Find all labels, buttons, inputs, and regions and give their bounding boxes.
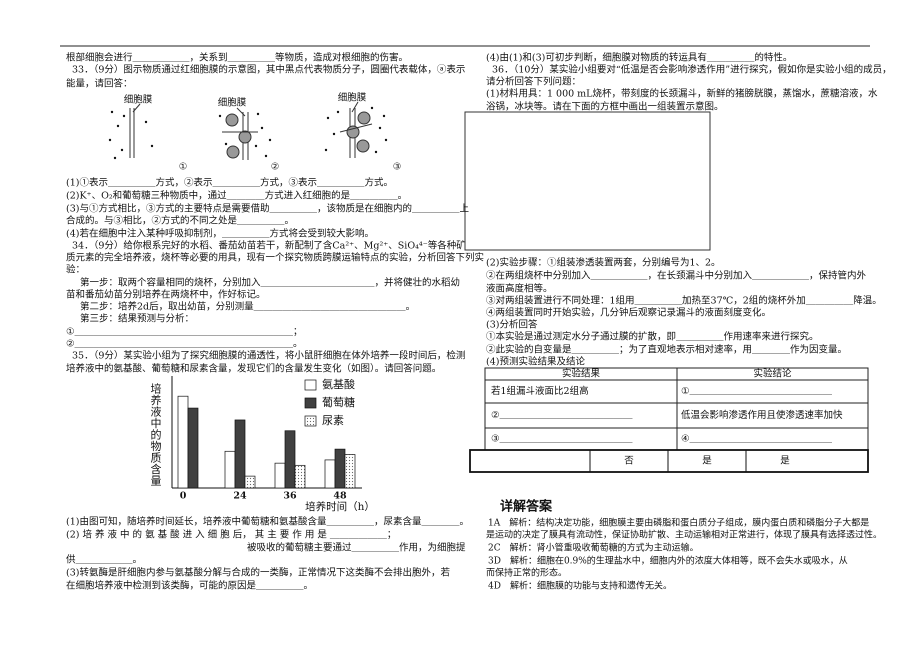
text-line: 合成的。与③相比，②方式的不同之处是＿＿＿＿＿。 <box>66 215 294 227</box>
text-line: ④两组装置同时开始实验，几分钟后观察记录漏斗的液面刻度变化。 <box>486 307 771 319</box>
bar <box>244 475 256 489</box>
molecule-dots <box>108 106 388 160</box>
answer-line: 是运动的决定了膜具有流动性，保证协助扩散、主动运输相对正常进行，体现了膜具有选择… <box>486 529 882 541</box>
text-line: ①本实验是通过测定水分子通过膜的扩散，即＿＿＿＿＿作用速率来进行探究。 <box>486 331 819 343</box>
drawing-box <box>464 111 711 251</box>
answers-title: 详解答案 <box>500 499 553 515</box>
table-cell: ③＿＿＿＿＿＿＿＿＿＿＿＿＿＿ <box>491 434 633 445</box>
text-line: 33．（9分）图示物质通过红细胞膜的示意图，其中黑点代表物质分子，圆圈代表载体，… <box>72 64 465 76</box>
figure-label: ② <box>271 162 280 173</box>
text-line: ①＿＿＿＿＿＿＿＿＿＿＿＿＿＿＿＿＿＿＿＿＿＿＿； <box>66 327 303 338</box>
bar <box>324 459 336 489</box>
figure-label: 细胞膜 <box>218 97 247 109</box>
bar <box>224 450 236 489</box>
text-line: (4)若在细胞中注入某种呼吸抑制剂，＿＿＿＿＿方式将会受到较大影响。 <box>66 228 374 240</box>
figure-label: ③ <box>393 162 402 173</box>
text-line: 质元素的完全培养液，烧杯等必要的用具，现有一个探究物质跨膜运输特点的实验，分析回… <box>66 252 484 264</box>
text-line: 第三步：结果预测与分析： <box>80 313 194 325</box>
bar <box>234 419 246 489</box>
answer-line: 4D 解析：细胞膜的功能与支持和遗传无关。 <box>488 580 672 592</box>
table-cell: ④＿＿＿＿＿＿＿＿＿＿＿＿＿＿＿ <box>681 434 833 445</box>
bar <box>187 407 199 489</box>
text-line: (2)K⁺、O₂和葡萄糖三种物质中，通过＿＿＿＿方式进入红细胞的是＿＿＿＿＿。 <box>66 190 407 202</box>
text-line: (3)转氨酶是肝细胞内参与氨基酸分解与合成的一类酶，正常情况下这类酶不会排出胞外… <box>66 567 450 579</box>
table-cell: ①＿＿＿＿＿＿＿＿＿＿＿＿＿＿＿ <box>681 386 833 397</box>
text-line: (4)由(1)和(3)可初步判断，细胞膜对物质的转运具有＿＿＿＿＿的特性。 <box>486 52 792 64</box>
x-tick-label: 48 <box>333 491 347 502</box>
text-line: 苗和番茄幼苗分别培养在两烧杯中，作好标记。 <box>66 289 266 301</box>
answer-line: 3D 解析：细胞在0.9%的生理盐水中，细胞内外的浓度大体相等，既不会失水或吸水… <box>488 555 848 567</box>
text-line: (4)预测实验结果及结论 <box>486 356 585 368</box>
x-tick-label: 24 <box>233 491 247 502</box>
text-line: (2)实验步骤：①组装渗透装置两套，分别编号为1、2。 <box>486 257 721 269</box>
text-line: (1)①表示＿＿＿＿＿方式，②表示＿＿＿＿＿方式，③表示＿＿＿＿＿方式。 <box>66 177 393 189</box>
legend-swatch <box>304 397 317 409</box>
x-tick-label: 36 <box>283 491 297 502</box>
text-line: ③对两组装置进行不同处理：1组用＿＿＿＿＿加热至37℃，2组的烧杯外加＿＿＿＿＿… <box>486 295 882 307</box>
text-line: 请分析回答下列问题： <box>486 76 581 88</box>
table-cell: 若1组漏斗液面比2组高 <box>491 385 589 397</box>
table-header: 实验结论 <box>753 368 792 380</box>
answer-line: 而保持正常的形态。 <box>486 567 567 579</box>
text-line: 根部细胞会进行＿＿＿＿＿＿，关系到＿＿＿＿＿等物质，造成对根细胞的伤害。 <box>66 52 408 64</box>
text-line: (3)与①方式相比，③方式的主要特点是需要借助＿＿＿＿＿，该物质是在细胞内的＿＿… <box>66 203 469 215</box>
text-line: (2) 培 养 液 中 的 氨 基 酸 进 入 细 胞 后， 其 主 要 作 用… <box>66 529 396 541</box>
text-line: 浴锅，冰块等。请在下面的方框中画出一组装置示意图。 <box>486 101 724 113</box>
bar <box>284 430 296 489</box>
membrane-diagram <box>129 101 373 160</box>
legend-label: 葡萄糖 <box>322 395 355 409</box>
figure-label: 细胞膜 <box>338 92 367 104</box>
text-line: (1)材料用具：1 000 mL烧杯，带刻度的长颈漏斗，新鲜的猪膀胱膜，蒸馏水，… <box>486 88 878 100</box>
answer-line: 1A 解析：结构决定功能，细胞膜主要由磷脂和蛋白质分子组成，膜内蛋白质和磷脂分子… <box>488 517 869 529</box>
text-line: 在细胞培养液中检测到该类酶，可能的原因是＿＿＿＿＿。 <box>66 580 313 592</box>
legend-label: 氨基酸 <box>322 377 355 391</box>
bar <box>177 395 189 489</box>
figure-label: 细胞膜 <box>124 94 153 106</box>
table-header: 实验结果 <box>562 368 601 380</box>
legend-swatch <box>304 379 317 391</box>
text-line: 能量，请回答： <box>66 78 133 90</box>
bar <box>334 448 346 489</box>
text-line: 培养液中的氨基酸、葡萄糖和尿素含量，发现它们的含量发生变化（如图）。请回答问题。 <box>66 363 441 375</box>
text-line: (3)分析回答 <box>486 319 538 331</box>
table-footer-frame <box>469 449 869 473</box>
text-line: ②此实验的自变量是＿＿＿＿＿；为了直观地表示相对速率，用＿＿＿＿作为因变量。 <box>486 344 847 356</box>
text-line: 36．（10分）某实验小组要对“低温是否会影响渗透作用”进行探究，假如你是实验小… <box>492 64 892 76</box>
table-cell: ②＿＿＿＿＿＿＿＿＿＿＿＿＿＿ <box>491 410 633 421</box>
text-line: 被吸收的葡萄糖主要通过＿＿＿＿＿作用，为细胞提 <box>247 542 466 554</box>
x-tick-label: 0 <box>180 491 187 502</box>
y-axis-label: 培养液中的物质含量 <box>149 382 162 487</box>
table-footer-cell: 是 <box>702 456 712 467</box>
x-axis-label: 培养时间（h） <box>305 500 375 513</box>
text-line: 35．（9分）某实验小组为了探究细胞膜的通透性，将小鼠肝细胞在体外培养一段时间后… <box>72 350 465 362</box>
figure-label: ① <box>179 162 188 173</box>
legend-swatch <box>304 415 317 427</box>
legend-label: 尿素 <box>322 414 344 427</box>
text-line: 验： <box>66 264 85 276</box>
bar <box>294 464 306 489</box>
bar <box>274 462 286 489</box>
table-cell: 低温会影响渗透作用且使渗透速率加快 <box>681 409 843 421</box>
answer-line: 2C 解析：肾小管重吸收葡萄糖的方式为主动运输。 <box>488 542 699 554</box>
table-footer-cell: 是 <box>780 456 790 467</box>
text-line: 34．（9分）给你根系完好的水稻、番茄幼苗若干，新配制了含Ca²⁺、Mg²⁺、S… <box>72 240 466 252</box>
bar <box>344 454 356 489</box>
text-line: ②在两组烧杯中分别加入＿＿＿＿＿＿，在长颈漏斗中分别加入＿＿＿＿＿＿，保持管内外 <box>486 270 867 282</box>
text-line: 供＿＿＿＿＿＿。 <box>66 554 142 566</box>
text-line: ②＿＿＿＿＿＿＿＿＿＿＿＿＿＿＿＿＿＿＿＿＿＿＿。 <box>66 339 303 350</box>
text-line: 第一步：取两个容量相同的烧杯，分别加入＿＿＿＿＿＿＿＿＿＿＿＿，并将健壮的水稻幼 <box>80 277 460 289</box>
table-footer-cell: 否 <box>624 456 634 467</box>
text-line: 第二步：培养2d后，取出幼苗，分别测量＿＿＿＿＿＿＿＿＿＿＿＿＿＿＿＿。 <box>80 301 415 313</box>
text-line: (1)由图可知，随培养时间延长，培养液中葡萄糖和氨基酸含量＿＿＿＿＿，尿素含量＿… <box>66 516 469 528</box>
text-line: 液面高度相等。 <box>486 283 553 295</box>
